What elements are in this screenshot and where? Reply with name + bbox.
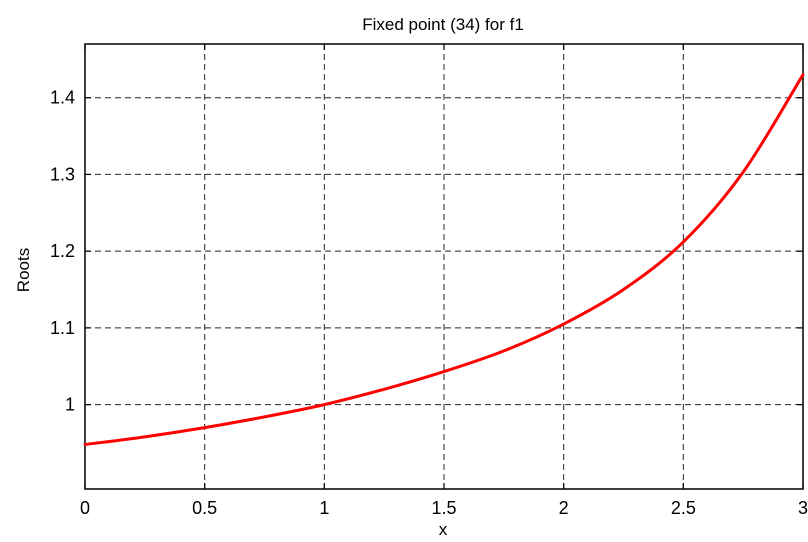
x-tick-label: 1 xyxy=(319,498,329,518)
x-tick-label: 3 xyxy=(798,498,808,518)
y-tick-label: 1.1 xyxy=(50,318,75,338)
x-tick-label: 2 xyxy=(559,498,569,518)
x-tick-label: 2.5 xyxy=(671,498,696,518)
series-line xyxy=(83,73,805,446)
x-tick-label: 1.5 xyxy=(431,498,456,518)
grid-lines xyxy=(85,44,803,489)
y-tick-label: 1.3 xyxy=(50,164,75,184)
y-axis-label: Roots xyxy=(14,248,33,292)
axis-ticks: 0 0.5 1 1.5 2 2.5 3 1 1.1 1.2 1.3 1.4 xyxy=(50,44,808,518)
chart-title: Fixed point (34) for f1 xyxy=(362,15,524,34)
y-tick-label: 1 xyxy=(65,395,75,415)
x-axis-label: x xyxy=(439,520,448,539)
x-tick-label: 0.5 xyxy=(192,498,217,518)
x-tick-label: 0 xyxy=(80,498,90,518)
series-layer xyxy=(83,73,805,446)
y-tick-label: 1.2 xyxy=(50,241,75,261)
y-tick-label: 1.4 xyxy=(50,88,75,108)
